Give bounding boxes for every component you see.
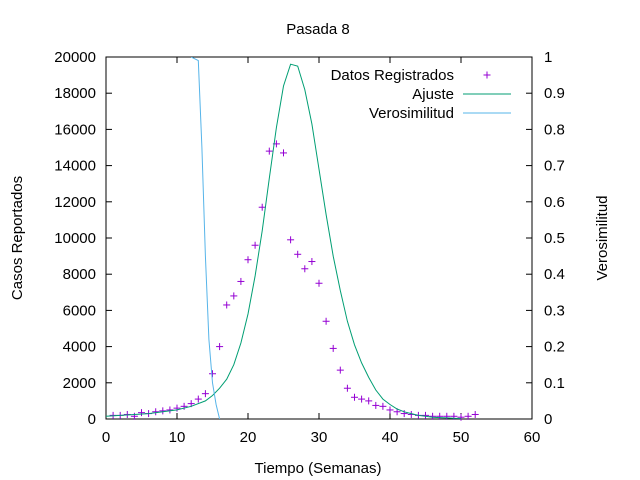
- datos-registrados-point: [280, 149, 287, 157]
- datos-registrados-point: [322, 317, 330, 325]
- datos-registrados-point: [301, 265, 309, 273]
- datos-registrados-point: [258, 203, 266, 211]
- datos-registrados-point: [422, 411, 429, 419]
- x-axis-label: Tiempo (Semanas): [255, 460, 382, 477]
- y2-tick-label: 0.2: [544, 339, 565, 356]
- datos-registrados-point: [436, 412, 444, 420]
- y-tick-label: 12000: [54, 194, 96, 211]
- datos-registrados-point: [464, 412, 472, 420]
- legend: Datos Registrados Ajuste Verosimilitud: [331, 67, 511, 122]
- datos-registrados-point: [138, 409, 145, 417]
- datos-registrados-point: [457, 413, 465, 421]
- datos-registrados-point: [180, 402, 188, 410]
- datos-registrados-point: [372, 401, 380, 409]
- datos-registrados-point: [315, 279, 323, 287]
- datos-registrados-point: [152, 408, 160, 416]
- x-tick-label: 0: [102, 429, 110, 446]
- datos-registrados-point: [130, 412, 138, 420]
- y2-tick-label: 0.6: [544, 194, 565, 211]
- datos-registrados-point: [294, 250, 302, 258]
- datos-registrados-point: [209, 370, 216, 378]
- datos-registrados-point: [308, 258, 316, 266]
- x-tick-label: 20: [240, 429, 257, 446]
- y-tick-label: 8000: [63, 266, 96, 283]
- verosimilitud-line: [190, 57, 221, 419]
- legend-label-datos-registrados: Datos Registrados: [331, 67, 454, 84]
- ajuste-line: [106, 63, 462, 419]
- y-tick-label: 4000: [63, 339, 96, 356]
- chart-title: Pasada 8: [286, 21, 349, 38]
- datos-registrados-point: [365, 397, 373, 405]
- x-tick-label: 60: [524, 429, 541, 446]
- legend-label-ajuste: Ajuste: [412, 86, 454, 103]
- datos-registrados-point: [443, 412, 451, 420]
- datos-registrados-point: [173, 404, 181, 412]
- y-tick-label: 6000: [63, 302, 96, 319]
- y2-tick-label: 0.8: [544, 121, 565, 138]
- y-tick-label: 16000: [54, 121, 96, 138]
- datos-registrados-point: [216, 343, 224, 351]
- datos-registrados-point: [351, 393, 358, 401]
- datos-registrados-point: [244, 256, 252, 264]
- y-tick-label: 14000: [54, 158, 96, 175]
- y-tick-label: 18000: [54, 85, 96, 102]
- y2-tick-label: 0: [544, 411, 552, 428]
- datos-registrados-point: [329, 344, 337, 352]
- y-axis-label: Casos Reportados: [9, 176, 26, 300]
- y-tick-label: 0: [88, 411, 96, 428]
- datos-registrados-point: [230, 292, 238, 300]
- y2-tick-label: 0.9: [544, 85, 565, 102]
- datos-registrados-point: [429, 412, 437, 420]
- datos-registrados-point: [194, 395, 202, 403]
- y2-tick-label: 1: [544, 49, 552, 66]
- x-tick-label: 50: [453, 429, 470, 446]
- y-tick-label: 10000: [54, 230, 96, 247]
- datos-registrados-point: [287, 236, 295, 244]
- x-tick-label: 10: [169, 429, 186, 446]
- datos-registrados-point: [471, 410, 479, 418]
- datos-registrados-point: [237, 277, 245, 285]
- y-tick-label: 2000: [63, 375, 96, 392]
- datos-registrados-point: [223, 301, 231, 309]
- x-tick-label: 30: [311, 429, 328, 446]
- legend-marker-datos-registrados: [483, 71, 491, 79]
- datos-registrados-point: [400, 410, 408, 418]
- datos-registrados-point: [343, 384, 351, 392]
- plot-frame: [105, 56, 533, 420]
- datos-registrados-point: [379, 402, 387, 410]
- datos-registrados-point: [251, 241, 259, 249]
- y-tick-label: 20000: [54, 49, 96, 66]
- datos-registrados-point: [166, 406, 174, 414]
- y2-tick-label: 0.4: [544, 266, 565, 283]
- y2-tick-label: 0.5: [544, 230, 565, 247]
- datos-registrados-point: [265, 147, 273, 155]
- y2-axis-label: Verosimilitud: [594, 195, 611, 280]
- legend-label-verosimilitud: Verosimilitud: [369, 105, 454, 122]
- x-tick-label: 40: [382, 429, 399, 446]
- plot-area: 0 10 20 30 40 50 60020004000600080001000012000…: [54, 49, 565, 446]
- y2-tick-label: 0.3: [544, 302, 565, 319]
- datos-registrados-point: [201, 390, 209, 398]
- datos-registrados-point: [159, 407, 167, 415]
- y2-tick-label: 0.1: [544, 375, 565, 392]
- datos-registrados-point: [386, 406, 394, 414]
- y2-tick-label: 0.7: [544, 158, 565, 175]
- datos-registrados-point: [336, 366, 344, 374]
- datos-registrados-point: [358, 395, 366, 403]
